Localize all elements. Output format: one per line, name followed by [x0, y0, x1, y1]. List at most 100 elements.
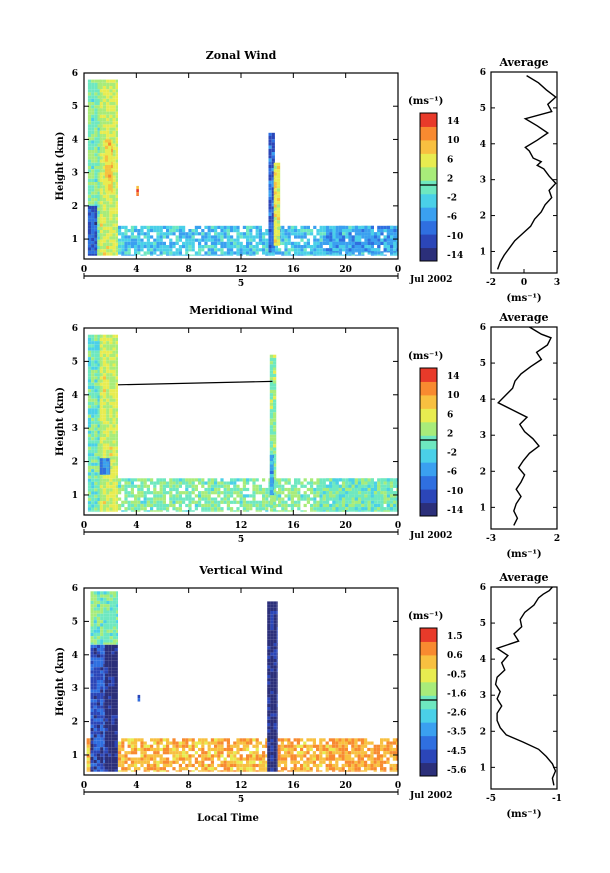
- heatmap-cell: [188, 497, 192, 501]
- heatmap-cell: [226, 229, 230, 233]
- heatmap-cell: [115, 246, 118, 250]
- heatmap-cell: [182, 760, 186, 764]
- heatmap-cell: [140, 254, 144, 256]
- heatmap-cell: [341, 503, 346, 508]
- heatmap-cell: [354, 251, 358, 253]
- heatmap-cell: [166, 744, 170, 748]
- heatmap-cell: [112, 350, 116, 354]
- heatmap-cell: [106, 414, 110, 418]
- heatmap-cell: [207, 232, 211, 236]
- heatmap-cell: [114, 750, 118, 754]
- heatmap-cell: [115, 494, 118, 498]
- heatmap-cell: [185, 767, 189, 771]
- heatmap-cell: [380, 487, 384, 492]
- heatmap-cell: [273, 707, 277, 711]
- heatmap-cell: [137, 241, 141, 245]
- heatmap-cell: [124, 751, 128, 755]
- heatmap-cell: [106, 334, 110, 338]
- heatmap-cell: [246, 510, 250, 512]
- heatmap-cell: [270, 639, 274, 643]
- heatmap-cell: [102, 478, 107, 482]
- heatmap-cell: [273, 636, 277, 640]
- heatmap-cell: [100, 594, 104, 598]
- heatmap-cell: [267, 684, 271, 688]
- heatmap-cell: [99, 376, 103, 380]
- heatmap-cell: [109, 376, 113, 380]
- heatmap-cell: [91, 456, 95, 460]
- heatmap-cell: [109, 341, 113, 345]
- heatmap-cell: [124, 770, 128, 772]
- heatmap-cell: [276, 643, 278, 647]
- heatmap-cell: [271, 212, 275, 216]
- x-tick-label: 4: [133, 265, 139, 275]
- heatmap-cell: [106, 118, 110, 122]
- heatmap-cell: [276, 707, 278, 711]
- heatmap-cell: [188, 754, 192, 758]
- heatmap-cell: [112, 610, 117, 614]
- heatmap-cell: [106, 497, 110, 502]
- heatmap-cell: [332, 738, 336, 742]
- heatmap-cell: [96, 629, 101, 633]
- heatmap-cell: [267, 732, 271, 736]
- heatmap-cell: [386, 478, 390, 482]
- heatmap-cell: [332, 500, 336, 504]
- heatmap-cell: [297, 500, 301, 504]
- heatmap-cell: [332, 232, 336, 236]
- heatmap-cell: [114, 721, 118, 725]
- heatmap-cell: [97, 440, 101, 444]
- heatmap-cell: [97, 153, 101, 157]
- heatmap-cell: [109, 501, 113, 505]
- heatmap-cell: [96, 724, 101, 728]
- heatmap-cell: [114, 654, 118, 658]
- heatmap-cell: [106, 137, 110, 141]
- heatmap-cell: [137, 478, 141, 482]
- heatmap-cell: [97, 334, 101, 338]
- heatmap-cell: [210, 760, 214, 764]
- y-tick-label: 5: [72, 102, 78, 112]
- heatmap-cell: [294, 487, 298, 492]
- heatmap-cell: [97, 421, 101, 425]
- heatmap-cell: [97, 236, 101, 240]
- heatmap-cell: [109, 458, 111, 462]
- heatmap-cell: [103, 670, 105, 674]
- heatmap-cell: [267, 636, 271, 640]
- heatmap-cell: [270, 713, 274, 717]
- heatmap-cell: [269, 425, 273, 429]
- heatmap-cell: [124, 238, 128, 242]
- heatmap-cell: [351, 238, 355, 242]
- heatmap-cell: [130, 763, 134, 768]
- heatmap-cell: [162, 503, 166, 508]
- heatmap-cell: [109, 249, 113, 253]
- heatmap-cell: [112, 127, 116, 131]
- heatmap-cell: [242, 481, 246, 485]
- heatmap-cell: [345, 510, 349, 512]
- heatmap-cell: [102, 488, 107, 492]
- heatmap-cell: [319, 500, 323, 504]
- heatmap-cell: [348, 494, 352, 498]
- heatmap-cell: [262, 248, 266, 252]
- heatmap-cell: [294, 254, 298, 256]
- heatmap-cell: [262, 251, 266, 255]
- heatmap-cell: [156, 500, 160, 504]
- heatmap-cell: [97, 239, 101, 243]
- heatmap-cell: [99, 204, 103, 208]
- heatmap-cell: [99, 143, 103, 147]
- heatmap-cell: [329, 487, 333, 492]
- heatmap-cell: [220, 245, 224, 249]
- heatmap-cell: [223, 235, 227, 239]
- heatmap-cell: [97, 246, 101, 250]
- heatmap-cell: [364, 235, 368, 239]
- heatmap-cell: [87, 453, 92, 457]
- heatmap-cell: [130, 241, 134, 245]
- heatmap-cell: [252, 487, 256, 492]
- heatmap-cell: [252, 478, 256, 482]
- heatmap-cell: [91, 449, 95, 454]
- heatmap-cell: [91, 140, 95, 144]
- heatmap-cell: [109, 424, 113, 428]
- heatmap-cell: [273, 458, 274, 462]
- y-tick-label: 1: [72, 235, 78, 245]
- heatmap-cell: [393, 503, 397, 508]
- heatmap-cell: [124, 251, 128, 255]
- heatmap-cell: [310, 510, 314, 512]
- heatmap-cell: [109, 121, 113, 125]
